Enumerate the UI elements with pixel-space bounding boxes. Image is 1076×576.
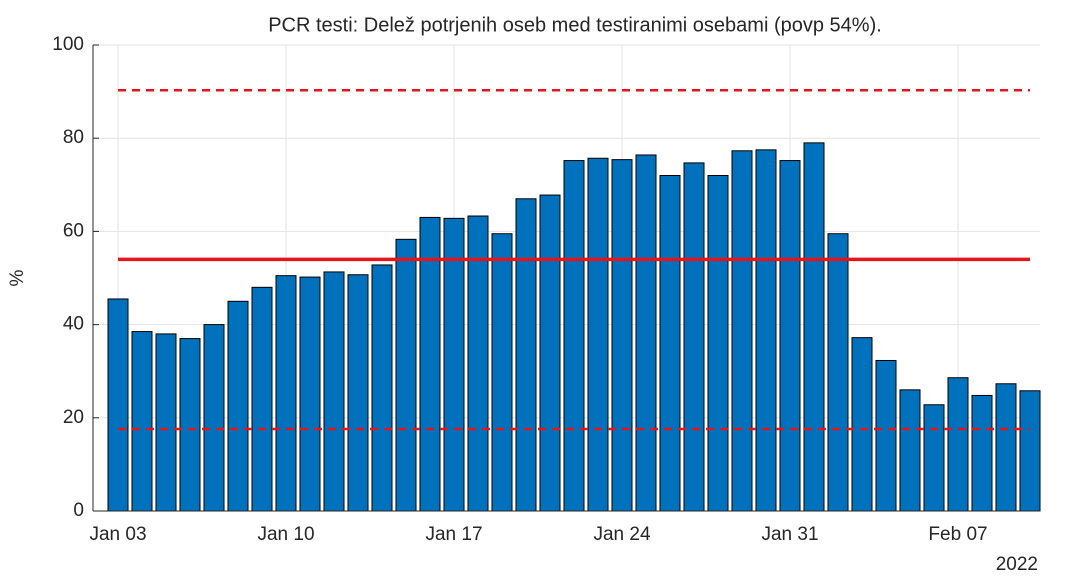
x-tick-label: Jan 24: [593, 524, 650, 545]
bar: [515, 198, 537, 512]
bar: [803, 142, 825, 512]
year-label: 2022: [996, 554, 1038, 575]
x-tick-label: Jan 03: [89, 524, 146, 545]
bar: [371, 264, 393, 512]
y-tick-label: 20: [63, 407, 84, 428]
bar: [107, 298, 129, 512]
y-tick-label: 100: [52, 34, 84, 55]
bar: [155, 333, 177, 512]
y-tick-label: 80: [63, 127, 84, 148]
bar: [707, 174, 729, 512]
bar: [275, 275, 297, 512]
bar: [323, 271, 345, 512]
bar: [659, 174, 681, 512]
bar: [563, 160, 585, 512]
bar: [755, 149, 777, 512]
bar: [1019, 390, 1041, 512]
bar: [299, 276, 321, 512]
bar: [971, 394, 993, 512]
bar: [251, 286, 273, 512]
y-tick-label: 60: [63, 220, 84, 241]
bar: [875, 359, 897, 512]
bar: [683, 162, 705, 512]
bar: [443, 217, 465, 512]
bar: [587, 157, 609, 512]
x-tick-label: Feb 07: [928, 524, 987, 545]
bar: [347, 274, 369, 512]
x-tick-label: Jan 10: [257, 524, 314, 545]
bar: [923, 404, 945, 512]
y-tick-label: 0: [73, 500, 84, 521]
bar: [827, 233, 849, 512]
bar: [611, 159, 633, 512]
bar: [539, 194, 561, 512]
bar: [203, 324, 225, 512]
bar: [779, 160, 801, 512]
bar: [179, 338, 201, 512]
bar: [731, 150, 753, 512]
bar: [851, 337, 873, 512]
chart-title: PCR testi: Delež potrjenih oseb med test…: [268, 14, 882, 36]
bar: [227, 300, 249, 512]
bar: [995, 383, 1017, 512]
bar: [635, 154, 657, 512]
y-tick-label: 40: [63, 314, 84, 335]
y-axis-label: %: [7, 269, 28, 286]
bar: [395, 238, 417, 512]
x-tick-label: Jan 31: [761, 524, 818, 545]
bar: [947, 377, 969, 512]
bar: [131, 331, 153, 512]
bar: [419, 216, 441, 512]
bar: [491, 233, 513, 512]
x-tick-label: Jan 17: [425, 524, 482, 545]
bar: [899, 389, 921, 512]
